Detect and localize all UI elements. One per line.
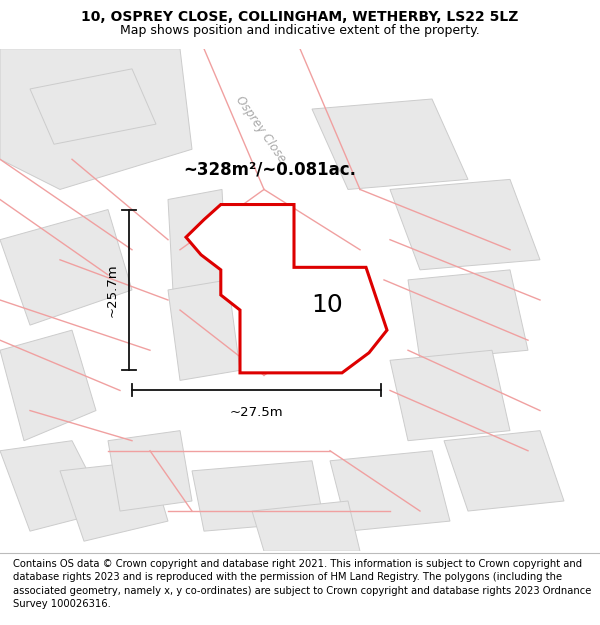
Text: Osprey Close: Osprey Close <box>233 94 289 165</box>
Polygon shape <box>186 204 387 373</box>
Text: ~25.7m: ~25.7m <box>105 263 118 317</box>
Polygon shape <box>0 49 192 189</box>
Text: 10: 10 <box>311 293 343 317</box>
Polygon shape <box>390 179 540 270</box>
Polygon shape <box>0 441 108 531</box>
Polygon shape <box>444 431 564 511</box>
Polygon shape <box>108 431 192 511</box>
Polygon shape <box>330 451 450 531</box>
Text: 10, OSPREY CLOSE, COLLINGHAM, WETHERBY, LS22 5LZ: 10, OSPREY CLOSE, COLLINGHAM, WETHERBY, … <box>82 10 518 24</box>
Polygon shape <box>168 280 240 381</box>
Polygon shape <box>30 69 156 144</box>
Text: Map shows position and indicative extent of the property.: Map shows position and indicative extent… <box>120 24 480 36</box>
Polygon shape <box>390 350 510 441</box>
Polygon shape <box>252 501 360 551</box>
Polygon shape <box>168 189 228 310</box>
Polygon shape <box>192 461 324 531</box>
Text: Contains OS data © Crown copyright and database right 2021. This information is : Contains OS data © Crown copyright and d… <box>13 559 592 609</box>
Polygon shape <box>60 461 168 541</box>
Polygon shape <box>0 209 132 325</box>
Text: ~27.5m: ~27.5m <box>230 406 283 419</box>
Polygon shape <box>0 330 96 441</box>
Text: ~328m²/~0.081ac.: ~328m²/~0.081ac. <box>184 161 356 178</box>
Polygon shape <box>408 270 528 360</box>
Polygon shape <box>312 99 468 189</box>
